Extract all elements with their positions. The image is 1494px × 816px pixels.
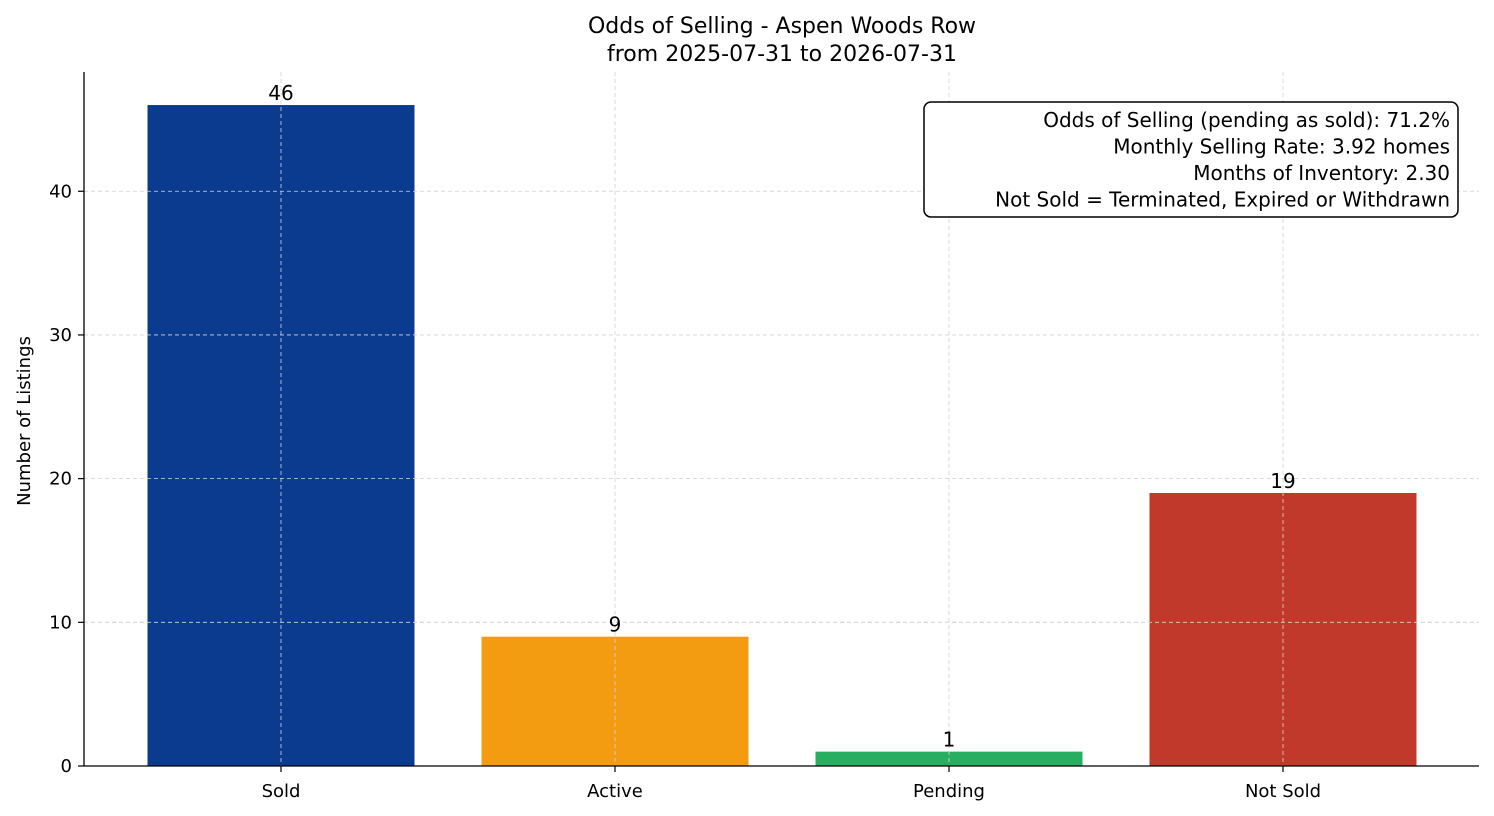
- y-tick-label: 10: [49, 612, 72, 633]
- y-tick-label: 30: [49, 325, 72, 346]
- bar-value-label: 46: [268, 81, 293, 105]
- x-tick-label: Not Sold: [1245, 781, 1321, 802]
- chart-subtitle: from 2025-07-31 to 2026-07-31: [607, 42, 957, 67]
- info-line: Not Sold = Terminated, Expired or Withdr…: [995, 188, 1450, 212]
- bar-not-sold: [1149, 492, 1417, 766]
- bar-sold: [147, 105, 415, 767]
- chart-title-group: Odds of Selling - Aspen Woods Row from 2…: [588, 14, 976, 67]
- bar-value-label: 1: [943, 728, 956, 752]
- x-tick-label: Active: [587, 781, 643, 802]
- x-ticks-group: Sold Active Pending Not Sold: [262, 766, 1321, 802]
- info-line: Monthly Selling Rate: 3.92 homes: [1113, 135, 1450, 159]
- x-tick-label: Sold: [262, 781, 301, 802]
- info-box: Odds of Selling (pending as sold): 71.2%…: [923, 101, 1459, 218]
- bar-value-label: 19: [1270, 469, 1295, 493]
- bar-value-label: 9: [609, 613, 622, 637]
- axes-group: [83, 72, 1479, 767]
- chart-title: Odds of Selling - Aspen Woods Row: [588, 14, 976, 39]
- y-tick-label: 20: [49, 469, 72, 490]
- y-ticks-group: 0 10 20 30 40: [49, 181, 84, 777]
- info-line: Odds of Selling (pending as sold): 71.2%: [1043, 108, 1450, 132]
- x-tick-label: Pending: [913, 781, 985, 802]
- info-line: Months of Inventory: 2.30: [1193, 161, 1450, 185]
- bars-group: [147, 105, 1417, 767]
- y-tick-label: 0: [61, 756, 72, 777]
- y-axis-label: Number of Listings: [14, 336, 35, 506]
- info-box-frame: [923, 101, 1459, 218]
- y-tick-label: 40: [49, 181, 72, 202]
- bar-labels-group: 46 9 1 19: [268, 81, 1295, 752]
- info-lines: Odds of Selling (pending as sold): 71.2%…: [995, 108, 1450, 212]
